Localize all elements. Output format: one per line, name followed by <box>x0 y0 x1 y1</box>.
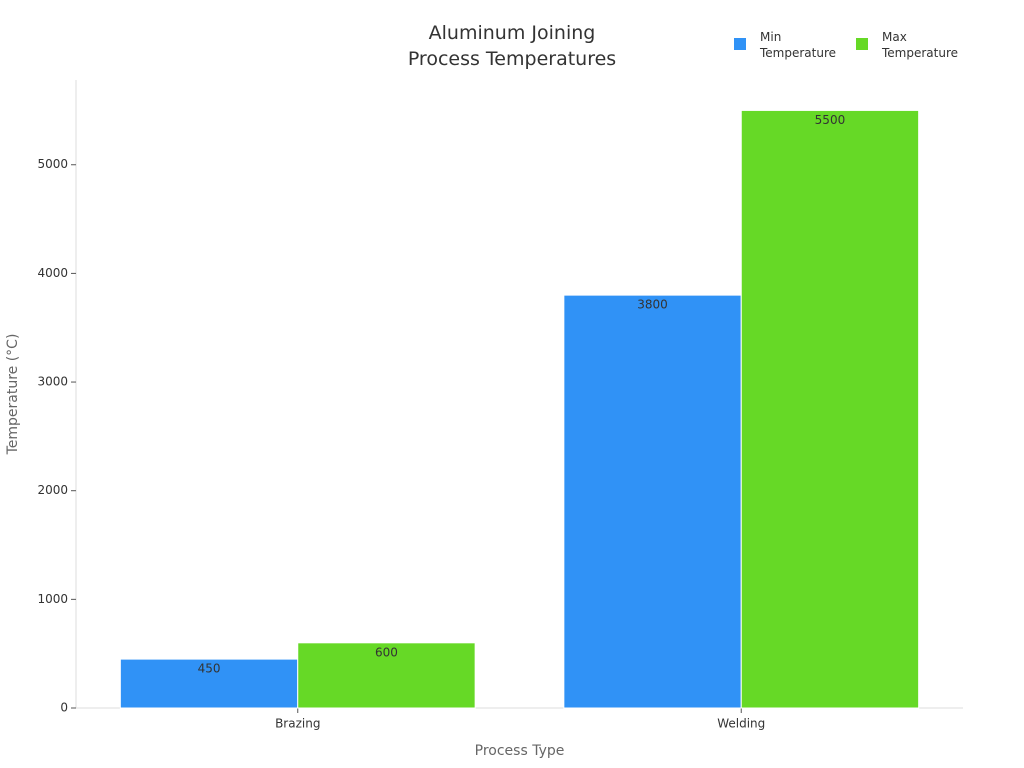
legend-label: Min Temperature <box>760 30 837 60</box>
bar <box>563 294 742 709</box>
y-tick-label: 5000 <box>37 157 68 171</box>
legend-item: Max Temperature <box>856 29 962 61</box>
x-tick-label: Brazing <box>275 717 320 731</box>
legend-swatch <box>856 38 868 50</box>
value-label: 3800 <box>637 298 668 312</box>
y-axis-label: Temperature (°C) <box>5 334 21 456</box>
legend-label: Max Temperature <box>882 30 959 60</box>
legend-swatch <box>734 38 746 50</box>
value-label: 600 <box>375 645 398 659</box>
value-label: 5500 <box>815 113 846 127</box>
y-tick-label: 0 <box>60 701 68 715</box>
y-tick-label: 4000 <box>37 266 68 280</box>
y-tick-label: 2000 <box>37 483 68 497</box>
bar <box>297 642 476 709</box>
bar <box>740 109 920 709</box>
x-axis-label: Process Type <box>475 743 565 759</box>
chart-title: Aluminum Joining Process Temperatures <box>407 22 617 70</box>
bar <box>119 658 299 709</box>
value-label: 450 <box>198 662 221 676</box>
y-tick-label: 3000 <box>37 375 68 389</box>
y-tick-label: 1000 <box>37 592 68 606</box>
x-tick-label: Welding <box>717 717 765 731</box>
legend-item: Min Temperature <box>734 29 840 61</box>
